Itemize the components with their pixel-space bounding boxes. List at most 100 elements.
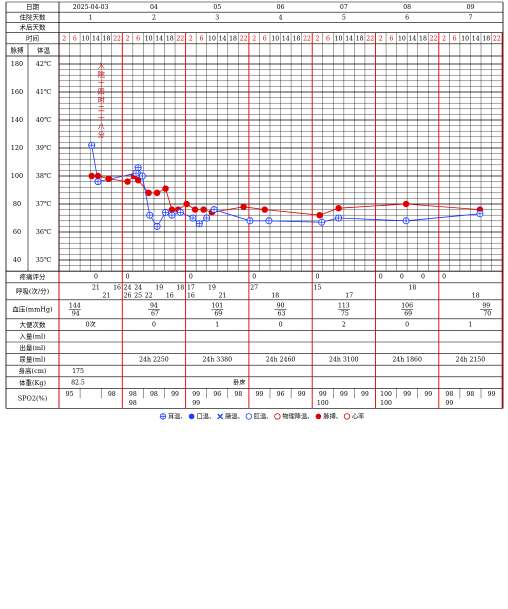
stay-day-cell: 5 — [342, 14, 346, 21]
legend: 耳温、 口温、 腋温、 肛温、 物理降温、 脉搏、 心率 — [159, 412, 364, 420]
row-label: 日期 — [26, 3, 40, 11]
spo2-value: 96 — [277, 391, 285, 398]
ear-temp-point — [195, 220, 203, 228]
resp-value: 21 — [103, 292, 111, 299]
spo2-value: 99 — [488, 391, 496, 398]
resp-value: 25 — [134, 292, 142, 299]
pain-score: 0 — [442, 274, 446, 281]
bp-diastolic: 69 — [214, 310, 222, 317]
resp-value: 16 — [166, 292, 174, 299]
temp-tick: 38℃ — [36, 172, 52, 180]
row-label: 尿量(ml) — [19, 356, 46, 364]
admission-note-char: 十 — [98, 113, 105, 122]
spo2-value: 98 — [129, 400, 137, 407]
hour-label: 18 — [419, 36, 427, 43]
pain-score: 0 — [421, 274, 425, 281]
ear-temp-point — [134, 164, 142, 172]
ear-temp-point — [146, 211, 154, 219]
hour-label: 22 — [366, 36, 374, 43]
pulse-point — [240, 203, 247, 210]
pulse-point — [183, 200, 190, 208]
hour-label: 22 — [113, 36, 121, 43]
weight-value: 卧床 — [233, 379, 245, 387]
pulse-point — [191, 206, 199, 213]
spo2-value: 99 — [192, 391, 200, 398]
date-cell: 08 — [403, 4, 411, 11]
resp-value: 24 — [124, 284, 132, 291]
bp-diastolic: 94 — [72, 310, 80, 317]
spo2-value: 96 — [213, 391, 221, 398]
row-label: 住院天数 — [20, 12, 47, 21]
admission-note-char: 十 — [98, 78, 105, 87]
hour-label: 6 — [199, 36, 203, 43]
admission-note-char: 八 — [98, 122, 105, 130]
legend-label: 肛温、 — [254, 412, 273, 420]
stay-day-cell: 4 — [279, 14, 283, 21]
ear-temp-point — [168, 211, 176, 219]
grid-lines — [5, 1, 504, 409]
height-value: 175 — [72, 368, 84, 375]
ear-temp-point — [476, 210, 484, 218]
hour-label: 10 — [271, 36, 279, 43]
resp-value: 19 — [155, 284, 163, 291]
urine-value: 24h 2460 — [266, 356, 296, 363]
ear-temp-point — [265, 217, 273, 225]
bp-systolic: 113 — [338, 302, 350, 309]
row-label: 疼痛评分 — [20, 272, 47, 281]
legend-label: 耳温、 — [168, 412, 187, 420]
date-cell: 04 — [150, 4, 158, 11]
spo2-value: 100 — [380, 391, 392, 398]
stool-value: 1 — [215, 322, 219, 329]
hour-label: 22 — [430, 36, 438, 43]
hour-label: 14 — [408, 36, 416, 43]
date-cell: 06 — [277, 4, 285, 11]
spo2-value: 99 — [256, 391, 264, 398]
legend-label: 物理降温、 — [282, 412, 313, 420]
spo2-value: 99 — [192, 400, 200, 407]
spo2-value: 98 — [129, 391, 137, 398]
temp-tick: 36℃ — [36, 228, 52, 236]
admission-note-char: 二 — [98, 105, 105, 113]
spo2-value: 99 — [445, 400, 453, 407]
legend-item-oral: 口温、 — [188, 412, 215, 420]
date-cell: 09 — [467, 4, 475, 11]
hour-label: 10 — [335, 36, 343, 43]
pulse-point — [105, 175, 112, 182]
bp-systolic: 144 — [69, 302, 81, 309]
pulse-point — [200, 206, 207, 213]
resp-value: 26 — [124, 292, 132, 299]
temp-tick: 40℃ — [36, 116, 52, 124]
pulse-axis-label: 脉搏 — [11, 45, 25, 54]
urine-value: 24h 2250 — [139, 356, 169, 363]
hour-label: 6 — [73, 36, 77, 43]
bp-systolic: 99 — [482, 302, 490, 309]
temp-axis-label: 体温 — [37, 45, 51, 54]
spo2-value: 99 — [298, 391, 306, 398]
ear-temp-point — [153, 222, 161, 230]
bp-diastolic: 67 — [151, 310, 159, 317]
ear-temp-point — [402, 217, 410, 225]
hour-label: 14 — [92, 36, 100, 43]
ear-temp-point — [132, 169, 140, 177]
hour-label: 22 — [493, 36, 501, 43]
weight-value: 82.5 — [71, 380, 85, 387]
row-label: 血压(mmHg) — [12, 305, 53, 314]
pain-score: 0 — [126, 274, 130, 281]
hour-label: 6 — [136, 36, 140, 43]
pain-score: 0 — [189, 274, 193, 281]
bp-diastolic: 69 — [404, 310, 412, 317]
admission-note-char: 分 — [98, 130, 105, 139]
resp-value: 18 — [408, 284, 416, 291]
stay-day-cell: 2 — [152, 14, 156, 21]
ear-temp-point — [176, 208, 184, 216]
ear-temp-point — [335, 214, 343, 222]
stool-value: 0 — [152, 322, 156, 329]
bp-diastolic: 70 — [483, 310, 491, 317]
spo2-value: 99 — [424, 391, 432, 398]
temp-tick: 41℃ — [36, 88, 52, 96]
hour-label: 6 — [389, 36, 393, 43]
admission-note-char: 四 — [98, 88, 105, 96]
bp-diastolic: 63 — [278, 310, 286, 317]
pulse-point — [94, 172, 102, 180]
pulse-tick: 120 — [11, 144, 23, 152]
